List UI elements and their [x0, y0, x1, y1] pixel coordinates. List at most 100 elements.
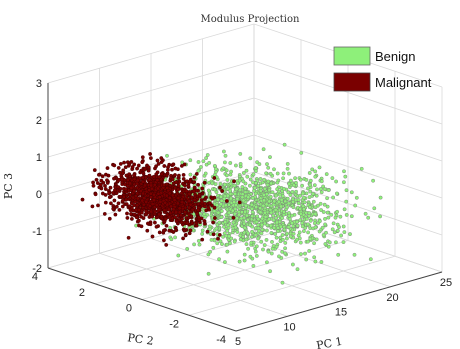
scatter-point-benign: [320, 191, 323, 194]
scatter-point-malignant: [134, 200, 137, 203]
scatter-point-malignant: [113, 199, 116, 202]
scatter-point-benign: [213, 164, 216, 167]
scatter-point-malignant: [173, 216, 176, 219]
scatter-point-malignant: [178, 211, 181, 214]
scatter-point-benign: [239, 234, 242, 237]
scatter-point-malignant: [130, 186, 133, 189]
scatter-point-benign: [314, 170, 317, 173]
scatter-point-benign: [325, 197, 328, 200]
scatter-point-malignant: [188, 206, 191, 209]
scatter-point-benign: [249, 178, 252, 181]
scatter-point-benign: [263, 178, 266, 181]
scatter-point-benign: [268, 155, 271, 158]
scatter-point-benign: [292, 232, 295, 235]
x-tick-label: 5: [235, 336, 241, 348]
z-axis-label: PC 3: [2, 173, 15, 199]
scatter-point-benign: [201, 229, 204, 232]
scatter-point-benign: [272, 168, 275, 171]
scatter-point-benign: [272, 203, 275, 206]
scatter-point-benign: [280, 198, 283, 201]
scatter-point-malignant: [158, 213, 161, 216]
scatter-point-malignant: [142, 216, 145, 219]
scatter-point-benign: [212, 246, 215, 249]
scatter-point-benign: [226, 229, 229, 232]
scatter-point-malignant: [135, 182, 138, 185]
scatter-point-malignant: [132, 174, 135, 177]
scatter-point-benign: [254, 181, 257, 184]
scatter-point-benign: [249, 255, 252, 258]
scatter-point-benign: [203, 212, 206, 215]
scatter-point-benign: [353, 253, 356, 256]
scatter-point-benign: [342, 225, 345, 228]
scatter-point-benign: [226, 178, 229, 181]
scatter-point-malignant: [113, 164, 116, 167]
x-tick-label: 20: [386, 292, 398, 304]
scatter-point-benign: [233, 184, 236, 187]
scatter-point-malignant: [165, 243, 168, 246]
scatter-point-benign: [281, 250, 284, 253]
scatter-point-benign: [345, 200, 348, 203]
scatter-point-malignant: [137, 219, 140, 222]
scatter-point-benign: [260, 240, 263, 243]
scatter-point-malignant: [157, 162, 160, 165]
x-axis-label: PC 1: [315, 335, 343, 349]
scatter-point-malignant: [126, 161, 129, 164]
scatter-point-malignant: [109, 202, 112, 205]
scatter-point-benign: [229, 189, 232, 192]
scatter-point-malignant: [201, 238, 204, 241]
scatter-point-malignant: [122, 169, 125, 172]
scatter-point-malignant: [165, 174, 168, 177]
scatter-point-malignant: [176, 202, 179, 205]
scatter-point-benign: [255, 245, 258, 248]
scatter-point-benign: [241, 196, 244, 199]
scatter-point-benign: [297, 202, 300, 205]
scatter-point-benign: [334, 241, 337, 244]
y-tick-label: 2: [79, 287, 85, 299]
z-tick-label: 2: [36, 115, 42, 127]
scatter-point-benign: [223, 161, 226, 164]
scatter-point-benign: [300, 184, 303, 187]
scatter-point-benign: [233, 240, 236, 243]
scatter-point-benign: [371, 179, 374, 182]
scatter-point-benign: [318, 219, 321, 222]
y-tick-label: -4: [216, 334, 226, 346]
scatter-point-benign: [245, 169, 248, 172]
scatter-point-benign: [350, 191, 353, 194]
scatter-point-benign: [218, 221, 221, 224]
scatter-point-malignant: [184, 211, 187, 214]
scatter-point-malignant: [91, 181, 94, 184]
scatter-point-malignant: [196, 212, 199, 215]
scatter-point-malignant: [128, 193, 131, 196]
scatter-point-benign: [276, 212, 279, 215]
scatter-point-benign: [290, 222, 293, 225]
scatter-point-malignant: [103, 184, 106, 187]
scatter-point-malignant: [128, 205, 131, 208]
scatter-point-benign: [373, 207, 376, 210]
scatter-point-malignant: [143, 184, 146, 187]
scatter-point-benign: [189, 159, 192, 162]
scatter-point-benign: [236, 230, 239, 233]
scatter-point-benign: [315, 188, 318, 191]
scatter-point-benign: [325, 172, 328, 175]
scatter-point-benign: [355, 196, 358, 199]
scatter-point-benign: [314, 212, 317, 215]
scatter-point-benign: [287, 202, 290, 205]
scatter-point-malignant: [165, 194, 168, 197]
scatter-point-benign: [314, 226, 317, 229]
scatter-point-benign: [250, 203, 253, 206]
scatter-point-benign: [272, 214, 275, 217]
scatter-point-benign: [264, 215, 267, 218]
scatter-point-benign: [255, 205, 258, 208]
scatter-point-benign: [299, 252, 302, 255]
scatter-point-benign: [332, 222, 335, 225]
scatter-point-malignant: [156, 178, 159, 181]
scatter-point-benign: [243, 231, 246, 234]
scatter-point-malignant: [166, 168, 169, 171]
scatter-point-benign: [202, 160, 205, 163]
scatter-point-benign: [342, 181, 345, 184]
scatter-point-benign: [276, 181, 279, 184]
scatter-point-benign: [348, 232, 351, 235]
scatter-point-malignant: [155, 225, 158, 228]
scatter-point-benign: [242, 222, 245, 225]
scatter-point-benign: [214, 182, 217, 185]
